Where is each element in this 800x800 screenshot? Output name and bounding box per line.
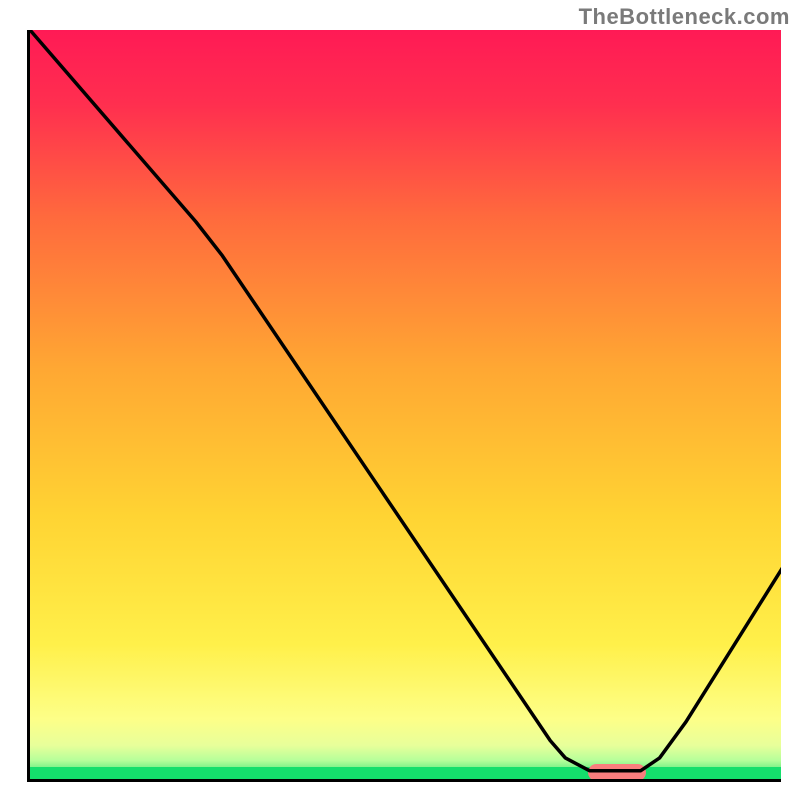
performance-curve-path xyxy=(30,30,781,771)
chart-plot-area xyxy=(27,30,781,782)
attribution-text: TheBottleneck.com xyxy=(579,4,790,30)
performance-curve xyxy=(30,30,781,782)
